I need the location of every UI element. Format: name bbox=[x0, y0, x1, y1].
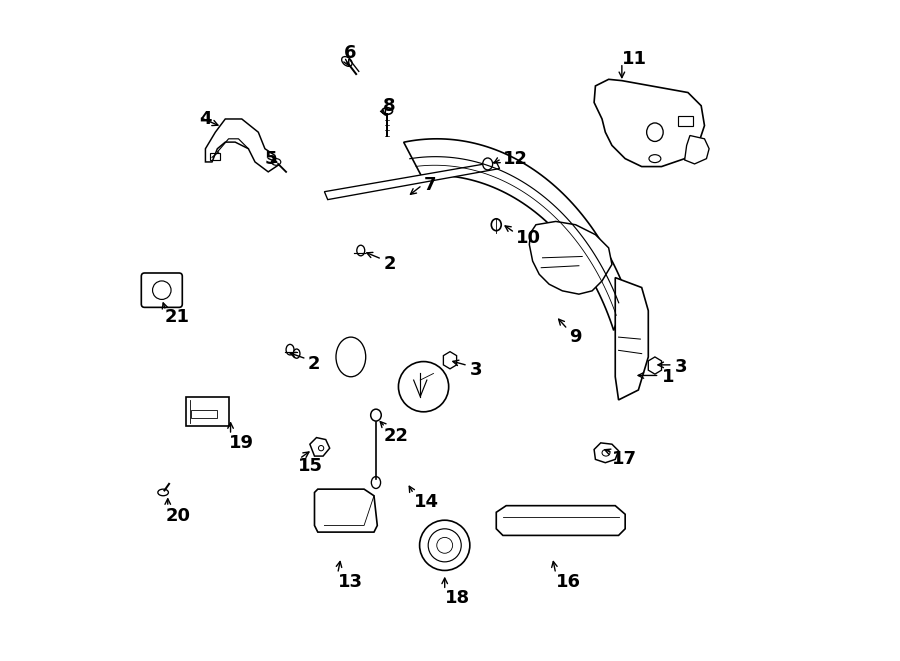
Polygon shape bbox=[496, 506, 626, 535]
Text: 4: 4 bbox=[199, 110, 212, 128]
Polygon shape bbox=[444, 352, 456, 369]
Polygon shape bbox=[648, 357, 662, 374]
Polygon shape bbox=[529, 221, 612, 294]
Text: 1: 1 bbox=[662, 368, 674, 386]
Text: 5: 5 bbox=[265, 149, 277, 168]
Text: 15: 15 bbox=[298, 457, 323, 475]
Text: 16: 16 bbox=[556, 572, 581, 591]
Ellipse shape bbox=[342, 57, 352, 66]
Ellipse shape bbox=[272, 159, 281, 165]
Ellipse shape bbox=[356, 245, 365, 256]
Text: 19: 19 bbox=[229, 434, 254, 452]
Polygon shape bbox=[616, 278, 648, 400]
FancyBboxPatch shape bbox=[141, 273, 183, 307]
Text: 2: 2 bbox=[308, 354, 320, 373]
Bar bbox=[210, 153, 220, 160]
Text: 8: 8 bbox=[382, 97, 395, 115]
Polygon shape bbox=[594, 79, 705, 167]
Ellipse shape bbox=[371, 409, 382, 421]
Ellipse shape bbox=[286, 344, 294, 355]
Polygon shape bbox=[685, 136, 709, 164]
Ellipse shape bbox=[372, 477, 381, 488]
Polygon shape bbox=[310, 438, 329, 456]
Polygon shape bbox=[594, 443, 618, 463]
Text: 10: 10 bbox=[516, 229, 541, 247]
Polygon shape bbox=[324, 162, 500, 200]
Text: 13: 13 bbox=[338, 572, 363, 591]
Text: 22: 22 bbox=[384, 427, 409, 446]
Ellipse shape bbox=[491, 219, 501, 231]
Bar bbox=[678, 116, 693, 126]
Text: 7: 7 bbox=[424, 176, 436, 194]
Bar bbox=[185, 397, 229, 426]
Ellipse shape bbox=[382, 108, 392, 114]
Polygon shape bbox=[314, 489, 377, 532]
Text: 21: 21 bbox=[165, 308, 189, 327]
Text: 17: 17 bbox=[612, 450, 637, 469]
Text: 12: 12 bbox=[503, 149, 528, 168]
Text: 6: 6 bbox=[344, 44, 356, 62]
Text: 3: 3 bbox=[470, 361, 482, 379]
Ellipse shape bbox=[158, 489, 168, 496]
Text: 14: 14 bbox=[414, 493, 438, 512]
Text: 18: 18 bbox=[445, 589, 470, 607]
Polygon shape bbox=[404, 139, 626, 330]
Text: 2: 2 bbox=[384, 255, 396, 274]
Text: 11: 11 bbox=[622, 50, 647, 69]
Ellipse shape bbox=[293, 349, 300, 358]
Text: 3: 3 bbox=[675, 358, 688, 376]
Bar bbox=[191, 410, 217, 418]
Text: 9: 9 bbox=[569, 328, 581, 346]
Text: 20: 20 bbox=[166, 506, 191, 525]
Ellipse shape bbox=[482, 158, 492, 170]
Circle shape bbox=[419, 520, 470, 570]
Polygon shape bbox=[205, 119, 278, 172]
